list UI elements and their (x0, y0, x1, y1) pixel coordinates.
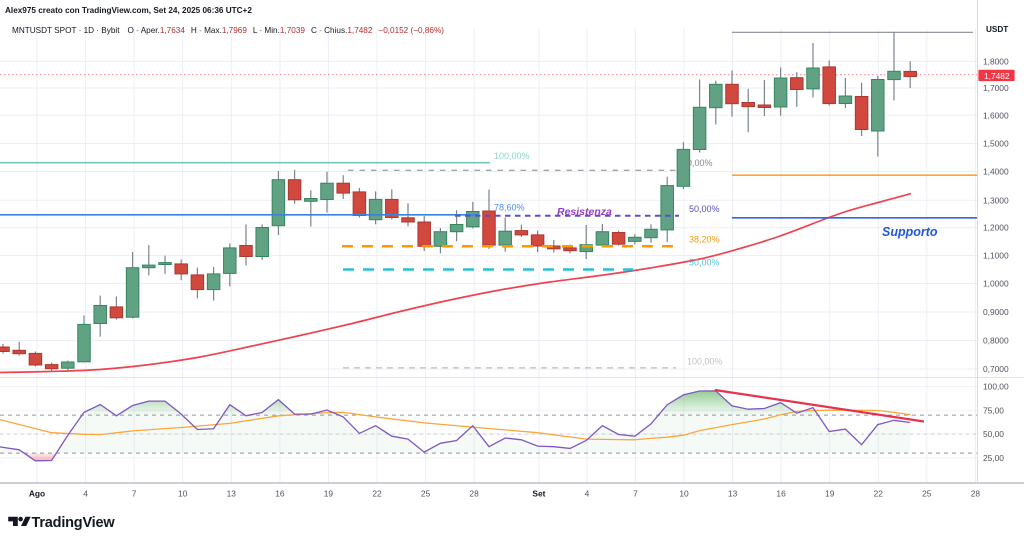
svg-text:USDT: USDT (986, 25, 1008, 34)
svg-text:16: 16 (275, 489, 285, 499)
svg-text:Alex975 creato con TradingView: Alex975 creato con TradingView.com, Set … (5, 6, 252, 15)
svg-text:Set: Set (532, 489, 545, 499)
svg-text:1,3000: 1,3000 (983, 195, 1009, 205)
svg-text:19: 19 (324, 489, 334, 499)
svg-text:0,8000: 0,8000 (983, 336, 1009, 346)
svg-text:28: 28 (469, 489, 479, 499)
svg-text:16: 16 (776, 489, 786, 499)
svg-text:Ago: Ago (29, 489, 45, 499)
svg-text:25: 25 (421, 489, 431, 499)
svg-text:7: 7 (633, 489, 638, 499)
svg-text:50,00%: 50,00% (689, 204, 720, 214)
svg-text:1,7000: 1,7000 (983, 83, 1009, 93)
svg-text:13: 13 (227, 489, 237, 499)
svg-text:1,1000: 1,1000 (983, 251, 1009, 261)
svg-text:10: 10 (178, 489, 188, 499)
svg-text:0,7000: 0,7000 (983, 364, 1009, 374)
svg-text:TradingView: TradingView (32, 515, 116, 531)
svg-text:Resistenza: Resistenza (557, 206, 612, 218)
svg-text:50,00%: 50,00% (689, 258, 720, 268)
svg-text:22: 22 (372, 489, 382, 499)
svg-text:100,00%: 100,00% (494, 151, 530, 161)
svg-text:13: 13 (728, 489, 738, 499)
svg-text:0,9000: 0,9000 (983, 307, 1009, 317)
svg-text:1,5000: 1,5000 (983, 139, 1009, 149)
svg-text:1,2000: 1,2000 (983, 223, 1009, 233)
svg-text:0,00%: 0,00% (687, 158, 713, 168)
svg-text:19: 19 (825, 489, 835, 499)
svg-text:50,00: 50,00 (983, 429, 1004, 439)
svg-text:1,6000: 1,6000 (983, 110, 1009, 120)
svg-text:10: 10 (679, 489, 689, 499)
svg-text:38,20%: 38,20% (689, 235, 720, 245)
svg-text:1,4000: 1,4000 (983, 167, 1009, 177)
svg-text:1,0000: 1,0000 (983, 279, 1009, 289)
svg-text:1,7482: 1,7482 (984, 71, 1010, 81)
svg-text:100,00%: 100,00% (687, 357, 723, 367)
svg-text:78,60%: 78,60% (494, 203, 525, 213)
svg-text:22: 22 (874, 489, 884, 499)
svg-text:Supporto: Supporto (882, 225, 938, 239)
svg-text:28: 28 (971, 489, 981, 499)
svg-text:1,8000: 1,8000 (983, 56, 1009, 66)
svg-text:7: 7 (132, 489, 137, 499)
svg-text:75,00: 75,00 (983, 405, 1004, 415)
svg-text:25: 25 (922, 489, 932, 499)
svg-text:100,00: 100,00 (983, 382, 1009, 392)
svg-text:4: 4 (83, 489, 88, 499)
svg-text:4: 4 (585, 489, 590, 499)
svg-text:25,00: 25,00 (983, 453, 1004, 463)
